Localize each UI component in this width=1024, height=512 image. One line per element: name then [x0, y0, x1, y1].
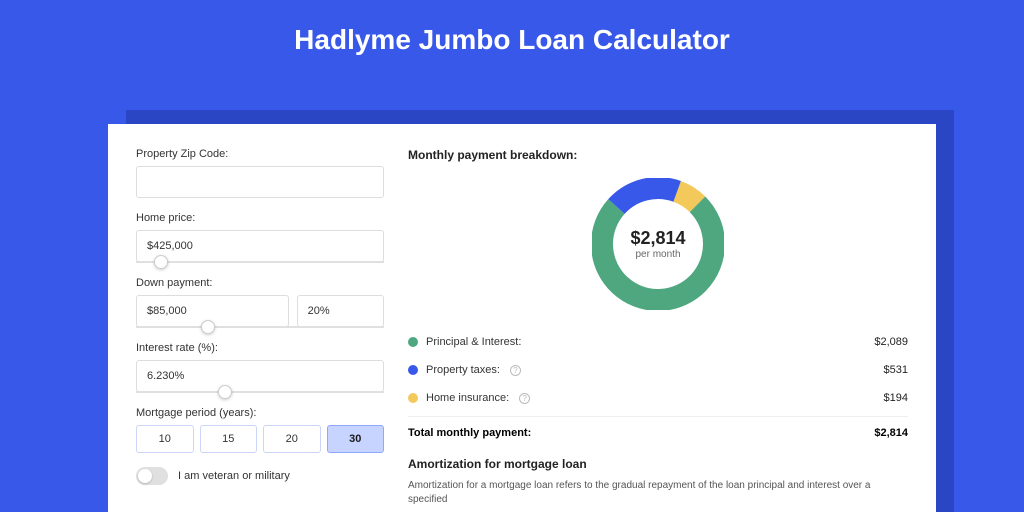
down-field: Down payment:: [136, 277, 384, 328]
legend-label: Property taxes:: [426, 364, 500, 376]
military-toggle[interactable]: [136, 467, 168, 485]
period-btn-30[interactable]: 30: [327, 425, 385, 453]
zip-field: Property Zip Code:: [136, 148, 384, 198]
donut-sub: per month: [630, 249, 685, 260]
military-row: I am veteran or military: [136, 467, 384, 485]
down-label: Down payment:: [136, 277, 384, 289]
calculator-card: Property Zip Code: Home price: Down paym…: [108, 124, 936, 512]
legend-row: Property taxes:? $531: [408, 356, 908, 384]
amort-text: Amortization for a mortgage loan refers …: [408, 479, 908, 507]
legend-row: Home insurance:? $194: [408, 384, 908, 412]
donut-center: $2,814 per month: [630, 228, 685, 260]
legend-dot: [408, 365, 418, 375]
donut-chart: $2,814 per month: [592, 178, 724, 310]
info-icon[interactable]: ?: [519, 393, 530, 404]
legend-total-row: Total monthly payment: $2,814: [408, 416, 908, 439]
down-slider[interactable]: [136, 326, 384, 328]
zip-label: Property Zip Code:: [136, 148, 384, 160]
legend-label: Principal & Interest:: [426, 336, 521, 348]
period-label: Mortgage period (years):: [136, 407, 384, 419]
rate-field: Interest rate (%):: [136, 342, 384, 393]
legend: Principal & Interest: $2,089 Property taxe…: [408, 328, 908, 412]
down-slider-thumb[interactable]: [201, 320, 215, 334]
period-btn-15[interactable]: 15: [200, 425, 258, 453]
price-slider[interactable]: [136, 261, 384, 263]
price-field: Home price:: [136, 212, 384, 263]
price-slider-thumb[interactable]: [154, 255, 168, 269]
period-btn-20[interactable]: 20: [263, 425, 321, 453]
down-pct-input[interactable]: [297, 295, 384, 327]
legend-total-value: $2,814: [874, 427, 908, 439]
military-label: I am veteran or military: [178, 470, 290, 482]
legend-total-label: Total monthly payment:: [408, 427, 531, 439]
legend-value: $194: [884, 392, 908, 404]
legend-label: Home insurance:: [426, 392, 509, 404]
period-btn-10[interactable]: 10: [136, 425, 194, 453]
legend-value: $531: [884, 364, 908, 376]
price-input[interactable]: [136, 230, 384, 262]
period-options: 10152030: [136, 425, 384, 453]
legend-value: $2,089: [874, 336, 908, 348]
rate-slider-thumb[interactable]: [218, 385, 232, 399]
price-label: Home price:: [136, 212, 384, 224]
donut-amount: $2,814: [630, 228, 685, 249]
rate-input[interactable]: [136, 360, 384, 392]
donut-wrap: $2,814 per month: [408, 178, 908, 310]
legend-row: Principal & Interest: $2,089: [408, 328, 908, 356]
legend-dot: [408, 393, 418, 403]
breakdown-title: Monthly payment breakdown:: [408, 148, 908, 162]
period-field: Mortgage period (years): 10152030: [136, 407, 384, 453]
info-icon[interactable]: ?: [510, 365, 521, 376]
zip-input[interactable]: [136, 166, 384, 198]
amort-title: Amortization for mortgage loan: [408, 457, 908, 471]
breakdown-column: Monthly payment breakdown: $2,814 per mo…: [408, 148, 908, 488]
form-column: Property Zip Code: Home price: Down paym…: [136, 148, 384, 488]
rate-slider[interactable]: [136, 391, 384, 393]
legend-dot: [408, 337, 418, 347]
rate-label: Interest rate (%):: [136, 342, 384, 354]
page-title: Hadlyme Jumbo Loan Calculator: [0, 0, 1024, 56]
